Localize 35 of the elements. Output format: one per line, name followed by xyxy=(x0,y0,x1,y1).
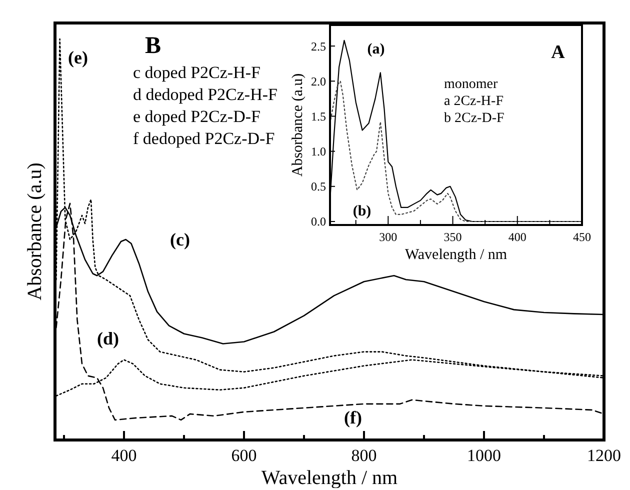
x-tick-label: 300 xyxy=(379,230,398,244)
x-axis-title: Wavelength / nm xyxy=(261,467,398,489)
x-axis-title: Wavelength / nm xyxy=(404,247,508,263)
annotation: (a) xyxy=(367,41,385,58)
annotation: (f) xyxy=(344,407,362,428)
x-tick-label: 400 xyxy=(111,446,137,465)
annotation: (d) xyxy=(97,328,120,348)
y-tick-label: 2.0 xyxy=(311,74,326,88)
x-tick-label: 400 xyxy=(508,230,526,244)
annotation: (b) xyxy=(352,203,372,220)
text: A xyxy=(551,42,566,63)
y-tick-label: 0.5 xyxy=(311,180,326,194)
y-tick-label: 2.5 xyxy=(311,39,326,54)
y-tick-label: 1.0 xyxy=(311,144,326,159)
annotation: a 2Cz-H-F xyxy=(444,94,504,109)
x-tick-label: 600 xyxy=(231,446,257,465)
line-series xyxy=(329,80,583,222)
x-tick-label: 350 xyxy=(444,230,462,244)
y-axis-title: Absorbance (a.u) xyxy=(24,162,46,300)
x-tick-label: 450 xyxy=(573,230,591,244)
x-tick-label: 1000 xyxy=(467,446,501,465)
y-tick-label: 0.0 xyxy=(311,214,326,229)
x-tick-label: 800 xyxy=(351,446,377,465)
annotation: monomer xyxy=(444,77,498,92)
annotation: e doped P2Cz-D-F xyxy=(133,107,260,126)
chart-title: B xyxy=(144,33,162,59)
y-tick-label: 1.5 xyxy=(311,109,326,124)
x-tick-label: 1200 xyxy=(587,446,621,465)
annotation: (c) xyxy=(170,229,190,250)
annotation: b 2Cz-D-F xyxy=(444,111,504,126)
annotation: (e) xyxy=(68,47,88,68)
annotation: d dedoped P2Cz-H-F xyxy=(133,85,278,104)
y-axis-title: Absorbance (a.u) xyxy=(290,73,306,177)
annotation: c doped P2Cz-H-F xyxy=(133,63,260,82)
annotation: f dedoped P2Cz-D-F xyxy=(133,129,275,148)
